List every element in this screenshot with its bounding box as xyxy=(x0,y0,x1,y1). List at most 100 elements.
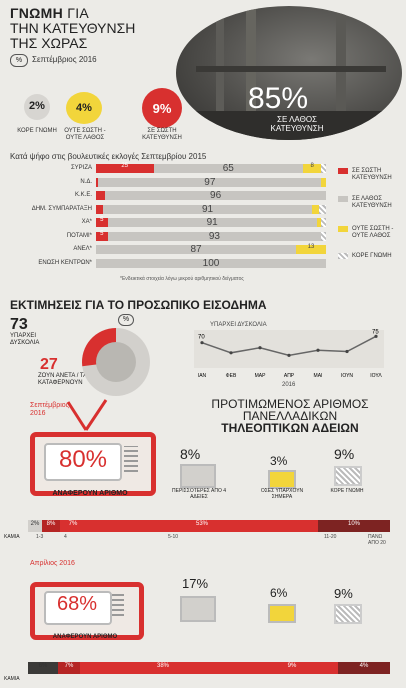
legend-neither-label: ΟΥΤΕ ΣΩΣΤΗ - ΟΥΤΕ ΛΑΘΟΣ xyxy=(352,226,394,239)
vote-bar-value: 5 xyxy=(100,217,104,223)
april-side-0-tv-icon xyxy=(180,596,216,622)
sept-side-1-value: 3% xyxy=(270,454,288,468)
line-x-tick: ΜΑΡ xyxy=(255,373,267,379)
neither-circle xyxy=(66,92,102,124)
april-label: Απρίλιος 2016 xyxy=(30,560,75,567)
license-bar-value: 10% xyxy=(347,521,360,527)
right-direction-circle xyxy=(142,88,182,128)
license-tick-label: ΠΑΝΩ ΑΠΟ 20 xyxy=(368,534,386,546)
vote-bar-segment xyxy=(321,164,326,173)
licenses-title-1: ΠΡΟΤΙΜΩΜΕΝΟΣ ΑΡΙΘΜΟΣ xyxy=(211,397,369,411)
license-tick-label: 1-3 xyxy=(36,534,44,540)
license-bar-segment xyxy=(58,662,80,674)
party-label: ΠΟΤΑΜΙ* xyxy=(66,232,92,239)
vote-bar-segment xyxy=(312,204,320,214)
vote-bar-chart: ΣΥΡΙΖΑ 25 65 8 Ν.Δ. 97 Κ.Κ.Ε. 96 ΔΗΜ. ΣΥΜΠΑΡΑΤΑΞ… xyxy=(0,163,406,284)
april-main-caption: ΑΝΑΦΕΡΟΥΝ ΑΡΙΘΜΟ xyxy=(52,634,118,640)
vote-bar-segment xyxy=(96,218,108,227)
april-side-1-value: 6% xyxy=(270,586,288,600)
vote-bar-segment xyxy=(96,204,103,214)
line-point xyxy=(345,349,349,354)
party-label: ΕΝΩΣΗ ΚΕΝΤΡΩΝ* xyxy=(38,259,92,266)
line-series-label: ΥΠΑΡΧΕΙ ΔΥΣΚΟΛΙΑ xyxy=(210,322,267,328)
vote-bar-value: 97 xyxy=(204,176,216,188)
vote-bar-segment xyxy=(107,231,322,241)
line-point xyxy=(374,334,378,338)
vote-bar-segment xyxy=(319,204,326,214)
line-point xyxy=(200,341,204,345)
right-direction-value: 9% xyxy=(152,101,172,116)
sept-main-value: 80% xyxy=(58,446,108,473)
income-pie-chart xyxy=(82,328,150,396)
vote-bar-value: 25 xyxy=(121,163,129,169)
line-x-tick: ΙΟΥΝ xyxy=(341,373,353,379)
vote-bar-segment xyxy=(96,191,106,200)
license-tick-label: 11-20 xyxy=(324,534,337,540)
vote-bar-segment xyxy=(96,164,154,173)
no-opinion-label: ΚΟΡΕ ΓΝΩΜΗ xyxy=(17,128,57,134)
comfortable-value: 27 xyxy=(40,356,58,373)
sept-side-1-tv-icon xyxy=(268,470,296,489)
april-side-2-tv-icon xyxy=(334,604,362,624)
sept-stacked-bar: 2% 8% 7% 53% 10% xyxy=(28,520,390,532)
line-x-tick: ΑΠΡ xyxy=(284,373,295,379)
vote-bar-segment xyxy=(321,218,326,227)
vote-bar-value: 5 xyxy=(100,230,104,237)
sept-side-0-value: 8% xyxy=(180,446,201,462)
legend-noopinion-label: ΚΟΡΕ ΓΝΩΜΗ xyxy=(352,253,392,259)
neither-label: ΟΥΤΕ ΣΩΣΤΗ - ΟΥΤΕ ΛΑΘΟΣ xyxy=(64,128,106,141)
licenses-title-2: ΠΑΝΕΛΛΑΔΙΚΩΝ xyxy=(242,409,338,423)
party-label: ΑΝΕΛ* xyxy=(73,246,92,252)
vote-bar-value: 96 xyxy=(210,190,222,201)
vote-bar-value: 100 xyxy=(202,257,220,269)
vote-bar-value: 91 xyxy=(201,203,214,215)
income-title: ΕΚΤΙΜΗΣΕΙΣ ΓΙΑ ΤΟ ΠΡΟΣΩΠΙΚΟ ΕΙΣΟΔΗΜΑ xyxy=(10,298,267,312)
difficulty-value: 73 xyxy=(10,316,28,333)
legend-swatch-right xyxy=(338,168,348,174)
vote-bar-segment xyxy=(303,164,322,173)
vote-bar-segment xyxy=(96,245,297,254)
line-end-label: 75 xyxy=(372,329,379,335)
line-year-label: 2016 xyxy=(282,382,296,388)
vote-bar-value: 91 xyxy=(206,217,218,228)
income-line-chart: ΙΑΝ ΦΕΒ ΜΑΡ ΑΠΡ ΜΑΙ ΙΟΥΝ ΙΟΥΛ 70 75 xyxy=(194,329,384,379)
percent-badge: % xyxy=(10,54,28,67)
vote-bar-value: 8 xyxy=(310,163,314,169)
license-bar-segment xyxy=(318,520,390,532)
sept-side-2-value: 9% xyxy=(334,446,355,462)
sept-tv-screen xyxy=(44,443,122,481)
license-bar-segment xyxy=(86,520,318,532)
vote-chart-note: *Ενδεικτικά στοιχεία λόγω μικρού αριθμητ… xyxy=(120,276,244,282)
vote-bar-value: 93 xyxy=(208,230,220,242)
license-bar-segment xyxy=(60,520,86,532)
vote-bar-segment xyxy=(105,191,326,200)
sept-label: Σεπτέμβριος 2016 xyxy=(30,402,70,417)
legend-swatch-noopinion xyxy=(338,253,348,259)
vote-bar-segment xyxy=(321,231,326,241)
comfortable-label: ΖΟΥΝ ΑΝΕΤΑ / ΤΑ ΚΑΤΑΦΕΡΝΟΥΝ xyxy=(38,373,87,386)
right-direction-label: ΣΕ ΣΩΣΤΗ ΚΑΤΕΥΘΥΝΣΗ xyxy=(142,128,182,141)
no-opinion-value: 2% xyxy=(29,100,45,112)
line-x-tick: ΙΟΥΛ xyxy=(370,373,382,379)
vote-bar-segment xyxy=(98,177,322,187)
difficulty-label: ΥΠΑΡΧΕΙ ΔΥΣΚΟΛΙΑ xyxy=(10,333,40,346)
licenses-title-3: ΤΗΛΕΟΠΤΙΚΩΝ ΑΔΕΙΩΝ xyxy=(221,421,359,435)
legend-wrong-label: ΣΕ ΛΑΘΟΣ ΚΑΤΕΥΘΥΝΣΗ xyxy=(352,196,392,209)
tv-antenna-icon xyxy=(66,399,108,431)
tv-speaker-icon xyxy=(124,446,138,472)
license-bar-value: 6% xyxy=(38,663,48,669)
sept-main-caption: ΑΝΑΦΕΡΟΥΝ ΑΡΙΘΜΟ xyxy=(52,490,128,497)
license-bar-segment xyxy=(338,662,390,674)
line-x-tick: ΜΑΙ xyxy=(314,373,323,379)
license-bar-value: 7% xyxy=(68,521,78,527)
vote-bar-segment xyxy=(321,177,326,187)
vote-bar-segment xyxy=(316,218,322,227)
april-side-0-value: 17% xyxy=(182,576,209,591)
party-label: ΔΗΜ. ΣΥΜΠΑΡΑΤΑΞΗ xyxy=(31,205,92,212)
line-start-label: 70 xyxy=(198,335,205,341)
vote-bar-segment xyxy=(107,218,317,227)
vote-bar-segment xyxy=(96,177,99,187)
sept-side-0-label: ΠΕΡΙΣΣΟΤΕΡΕΣ ΑΠΟ 4 ΑΔΕΙΕΣ xyxy=(172,488,227,500)
april-side-2-value: 9% xyxy=(334,586,353,601)
